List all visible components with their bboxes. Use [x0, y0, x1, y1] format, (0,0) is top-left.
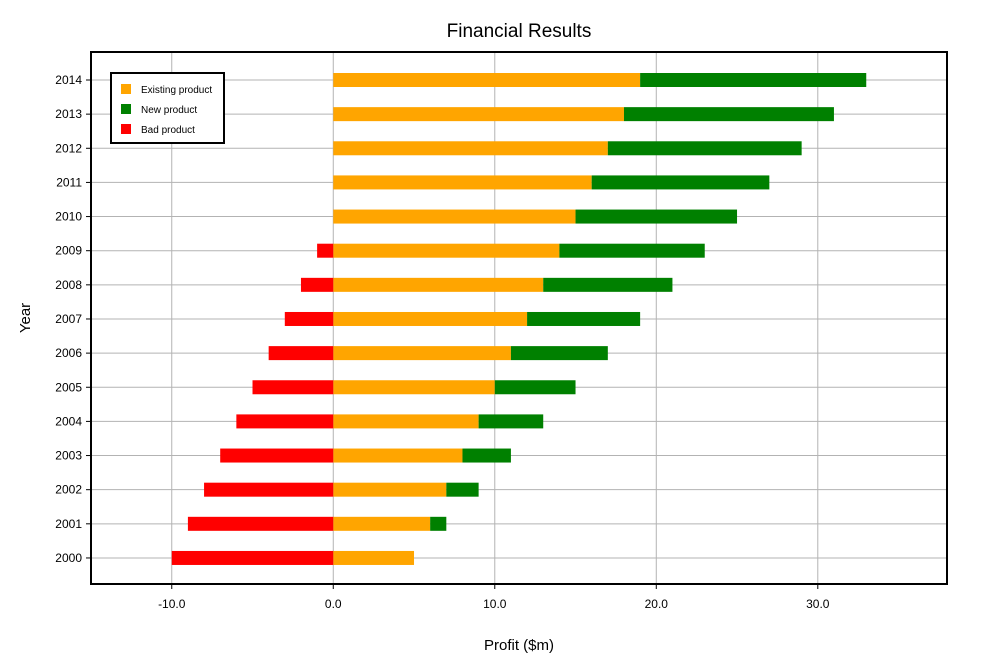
legend-swatch-new-product	[121, 104, 131, 114]
legend-label-existing-product: Existing product	[141, 85, 212, 96]
bar-new-product-2004	[478, 414, 544, 429]
legend-swatch-bad-product	[121, 124, 131, 134]
x-tick-label: 10.0	[483, 597, 507, 611]
bar-new-product-2009	[559, 243, 705, 258]
bars	[171, 73, 867, 565]
bar-bad-product-2009	[317, 243, 334, 258]
bar-new-product-2012	[607, 141, 802, 156]
bar-existing-product-2003	[333, 448, 463, 463]
bar-new-product-2002	[446, 482, 479, 497]
bar-new-product-2013	[623, 107, 834, 122]
bar-new-product-2007	[527, 311, 641, 326]
bar-bad-product-2000	[171, 550, 334, 565]
bar-existing-product-2002	[333, 482, 447, 497]
y-tick-label: 2011	[56, 175, 82, 189]
bar-existing-product-2010	[333, 209, 576, 224]
x-tick-label: 30.0	[806, 597, 830, 611]
bar-bad-product-2005	[252, 380, 334, 395]
bar-existing-product-2009	[333, 243, 560, 258]
bar-bad-product-2003	[220, 448, 334, 463]
y-tick-label: 2002	[55, 483, 82, 497]
y-tick-label: 2004	[55, 414, 82, 428]
chart-title: Financial Results	[447, 21, 592, 42]
y-tick-label: 2008	[55, 278, 82, 292]
legend-label-bad-product: Bad product	[141, 125, 195, 136]
y-tick-label: 2001	[55, 517, 82, 531]
bar-new-product-2005	[494, 380, 576, 395]
bar-existing-product-2006	[333, 346, 511, 361]
bar-existing-product-2014	[333, 73, 641, 87]
bar-new-product-2006	[510, 346, 608, 361]
y-tick-label: 2007	[55, 312, 82, 326]
legend-swatch-existing-product	[121, 84, 131, 94]
x-tick-label: 20.0	[645, 597, 669, 611]
bar-new-product-2014	[640, 73, 867, 87]
bar-existing-product-2000	[333, 550, 415, 565]
bar-existing-product-2012	[333, 141, 608, 156]
bar-existing-product-2001	[333, 516, 431, 531]
bar-bad-product-2006	[268, 346, 334, 361]
bar-existing-product-2004	[333, 414, 479, 429]
bar-bad-product-2002	[204, 482, 334, 497]
bar-new-product-2001	[430, 516, 447, 531]
bar-bad-product-2004	[236, 414, 334, 429]
bar-bad-product-2008	[300, 277, 334, 292]
y-tick-label: 2003	[55, 449, 82, 463]
x-axis-ticks: -10.0 0.0 10.0 20.0 30.0	[158, 584, 830, 611]
legend: Existing product New product Bad product	[110, 72, 225, 144]
y-axis-label: Year	[17, 303, 34, 333]
bar-existing-product-2008	[333, 277, 544, 292]
y-axis-ticks: 2000 2001 2002 2003 2004 2005 2006 2007 2008 2009…	[55, 73, 91, 565]
y-tick-label: 2014	[55, 73, 82, 87]
legend-label-new-product: New product	[141, 105, 197, 116]
bar-existing-product-2011	[333, 175, 592, 190]
y-tick-label: 2006	[55, 346, 82, 360]
bar-new-product-2011	[591, 175, 770, 190]
bar-bad-product-2007	[284, 311, 334, 326]
y-tick-label: 2012	[55, 141, 82, 155]
bar-new-product-2010	[575, 209, 738, 224]
y-tick-label: 2013	[55, 107, 82, 121]
x-axis-label: Profit ($m)	[484, 637, 554, 654]
y-tick-label: 2009	[55, 244, 82, 258]
x-tick-label: 0.0	[325, 597, 342, 611]
bar-bad-product-2001	[187, 516, 334, 531]
y-tick-label: 2005	[55, 380, 82, 394]
y-tick-label: 2010	[55, 210, 82, 224]
bar-new-product-2003	[462, 448, 511, 463]
plot-frame	[90, 51, 948, 585]
y-tick-label: 2000	[55, 551, 82, 565]
x-tick-label: -10.0	[158, 597, 186, 611]
bar-new-product-2008	[543, 277, 673, 292]
bar-existing-product-2005	[333, 380, 495, 395]
bar-existing-product-2007	[333, 311, 528, 326]
bar-existing-product-2013	[333, 107, 624, 122]
